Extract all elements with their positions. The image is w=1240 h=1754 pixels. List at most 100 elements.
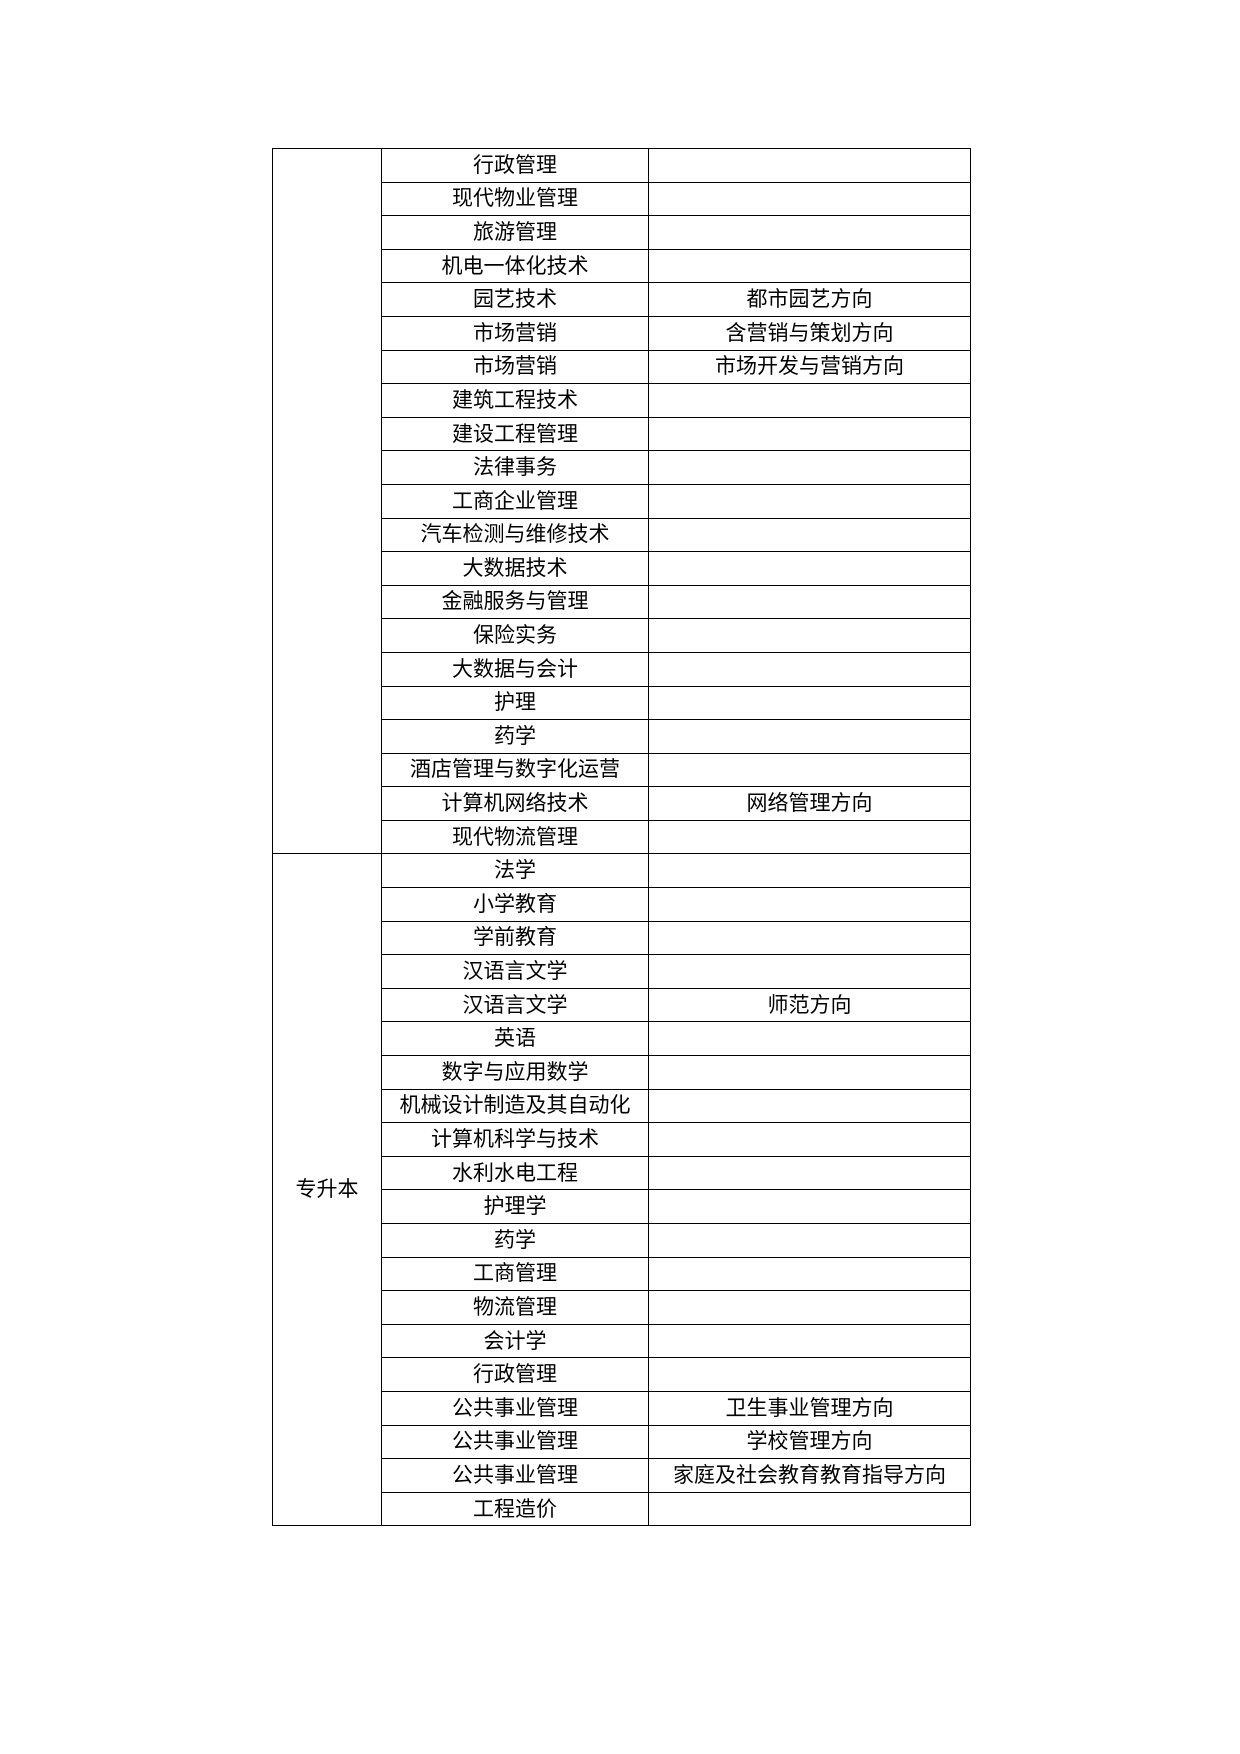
direction-cell: 都市园艺方向: [648, 282, 971, 317]
direction-cell: [648, 618, 971, 653]
direction-cell: [648, 685, 971, 721]
direction-cell: 卫生事业管理方向: [648, 1390, 971, 1426]
program-name-cell: 行政管理: [381, 1357, 649, 1392]
program-name-cell: 市场营销: [381, 315, 649, 351]
table-row: 现代物流管理: [273, 819, 971, 855]
table-row: 市场营销 含营销与策划方向: [273, 315, 971, 351]
table-row: 金融服务与管理: [273, 584, 971, 620]
program-name-cell: 工商管理: [381, 1256, 649, 1292]
program-name-cell: 保险实务: [381, 618, 649, 653]
direction-cell: [648, 517, 971, 553]
programs-table: 行政管理 现代物业管理 旅游管理 机电一体化技术 园艺技术 都市园艺方向 市场营…: [272, 147, 971, 1527]
table-row: 市场营销 市场开发与营销方向: [273, 349, 971, 385]
table-row: 计算机科学与技术: [273, 1122, 971, 1157]
program-name-cell: 旅游管理: [381, 215, 649, 250]
program-name-cell: 计算机科学与技术: [381, 1122, 649, 1157]
table-row: 行政管理: [273, 1357, 971, 1392]
program-name-cell: 护理学: [381, 1189, 649, 1224]
direction-cell: 含营销与策划方向: [648, 315, 971, 351]
program-name-cell: 酒店管理与数字化运营: [381, 752, 649, 788]
table-row: 工程造价: [273, 1491, 971, 1527]
program-name-cell: 法律事务: [381, 450, 649, 485]
program-name-cell: 建筑工程技术: [381, 383, 649, 418]
table-row: 公共事业管理 家庭及社会教育教育指导方向: [273, 1458, 971, 1493]
direction-cell: [648, 148, 971, 183]
direction-cell: [648, 954, 971, 989]
program-name-cell: 护理: [381, 685, 649, 721]
direction-cell: 师范方向: [648, 987, 971, 1023]
table-row: 药学: [273, 1223, 971, 1258]
program-name-cell: 药学: [381, 719, 649, 754]
table-row: 机电一体化技术: [273, 248, 971, 284]
direction-cell: [648, 1357, 971, 1392]
table-row: 小学教育: [273, 887, 971, 922]
program-name-cell: 药学: [381, 1223, 649, 1258]
level-cell: [272, 147, 382, 855]
program-name-cell: 数字与应用数学: [381, 1055, 649, 1090]
program-name-cell: 小学教育: [381, 887, 649, 922]
direction-cell: [648, 1491, 971, 1527]
program-name-cell: 水利水电工程: [381, 1155, 649, 1191]
direction-cell: [648, 1323, 971, 1359]
direction-cell: [648, 1088, 971, 1124]
direction-cell: [648, 1021, 971, 1057]
program-name-cell: 英语: [381, 1021, 649, 1057]
direction-cell: [648, 483, 971, 519]
direction-cell: 市场开发与营销方向: [648, 349, 971, 385]
table-row: 现代物业管理: [273, 181, 971, 217]
direction-cell: 学校管理方向: [648, 1424, 971, 1460]
direction-cell: [648, 853, 971, 889]
program-name-cell: 现代物流管理: [381, 819, 649, 855]
direction-cell: [648, 1256, 971, 1292]
table-row: 工商企业管理: [273, 483, 971, 519]
program-name-cell: 建设工程管理: [381, 416, 649, 452]
program-name-cell: 公共事业管理: [381, 1424, 649, 1460]
direction-cell: 网络管理方向: [648, 786, 971, 821]
table-row: 汽车检测与维修技术: [273, 517, 971, 553]
program-name-cell: 公共事业管理: [381, 1458, 649, 1493]
program-name-cell: 会计学: [381, 1323, 649, 1359]
direction-cell: [648, 248, 971, 284]
table-row: 公共事业管理 卫生事业管理方向: [273, 1390, 971, 1426]
program-name-cell: 计算机网络技术: [381, 786, 649, 821]
table-row: 公共事业管理 学校管理方向: [273, 1424, 971, 1460]
direction-cell: [648, 1223, 971, 1258]
table-row: 护理: [273, 685, 971, 721]
program-name-cell: 工程造价: [381, 1491, 649, 1527]
direction-cell: [648, 416, 971, 452]
direction-cell: [648, 383, 971, 418]
direction-cell: [648, 181, 971, 217]
direction-cell: [648, 1122, 971, 1157]
program-name-cell: 金融服务与管理: [381, 584, 649, 620]
direction-cell: [648, 819, 971, 855]
program-name-cell: 法学: [381, 853, 649, 889]
program-name-cell: 大数据与会计: [381, 651, 649, 687]
direction-cell: [648, 215, 971, 250]
program-name-cell: 行政管理: [381, 148, 649, 183]
table-row: 计算机网络技术 网络管理方向: [273, 786, 971, 821]
program-name-cell: 汉语言文学: [381, 954, 649, 989]
direction-cell: [648, 551, 971, 586]
program-name-cell: 市场营销: [381, 349, 649, 385]
program-name-cell: 汽车检测与维修技术: [381, 517, 649, 553]
table-row: 机械设计制造及其自动化: [273, 1088, 971, 1124]
program-name-cell: 汉语言文学: [381, 987, 649, 1023]
direction-cell: [648, 1290, 971, 1325]
direction-cell: [648, 450, 971, 485]
direction-cell: [648, 1155, 971, 1191]
table-row: 药学: [273, 719, 971, 754]
direction-cell: [648, 719, 971, 754]
direction-cell: [648, 920, 971, 956]
direction-cell: [648, 584, 971, 620]
table-row: 大数据与会计: [273, 651, 971, 687]
program-name-cell: 机械设计制造及其自动化: [381, 1088, 649, 1124]
program-name-cell: 公共事业管理: [381, 1390, 649, 1426]
level-cell: 专升本: [272, 853, 382, 1527]
direction-cell: [648, 651, 971, 687]
table-row: 保险实务: [273, 618, 971, 653]
program-name-cell: 物流管理: [381, 1290, 649, 1325]
table-row: 护理学: [273, 1189, 971, 1224]
table-row: 法律事务: [273, 450, 971, 485]
direction-cell: [648, 1189, 971, 1224]
